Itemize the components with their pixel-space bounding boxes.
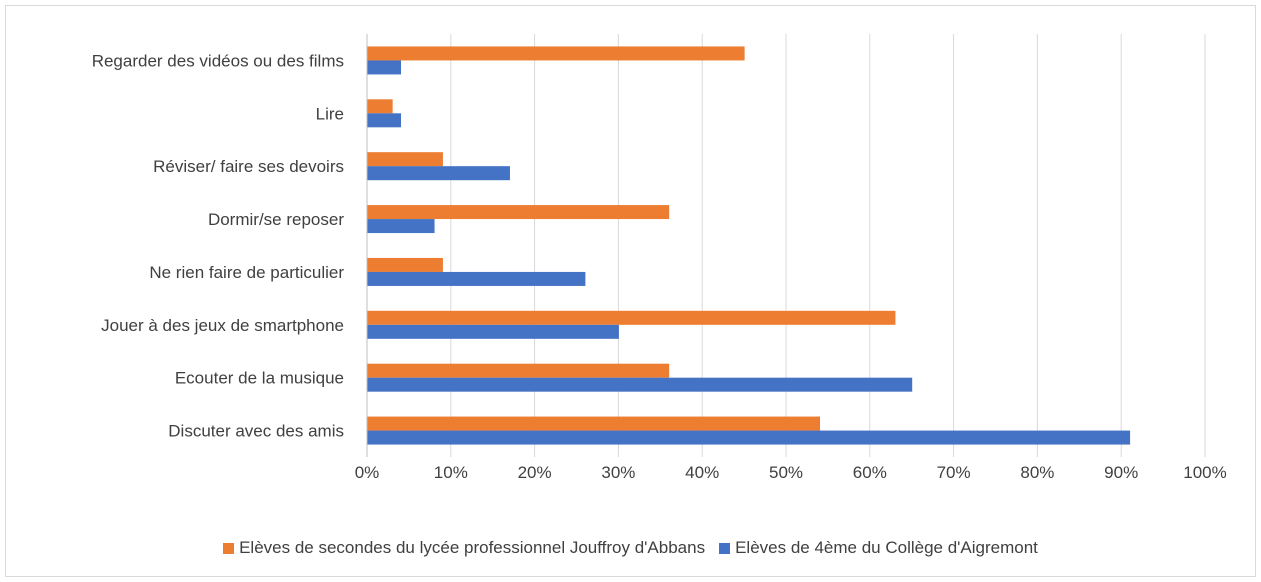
bar-lycee	[367, 363, 670, 378]
legend-swatch	[719, 542, 731, 554]
category-label: Discuter avec des amis	[168, 422, 344, 441]
x-tick-label: 50%	[769, 463, 803, 482]
bar-lycee	[367, 416, 821, 431]
bar-college	[367, 219, 435, 234]
category-label: Réviser/ faire ses devoirs	[153, 157, 344, 176]
x-tick-label: 40%	[685, 463, 719, 482]
bar-college	[367, 430, 1131, 445]
x-tick-labels: 0% 10% 20% 30% 40% 50% 60% 70% 80% 90% 100%	[355, 463, 1227, 482]
bar-college	[367, 377, 913, 392]
x-tick-label: 10%	[434, 463, 468, 482]
x-tick-label: 80%	[1020, 463, 1054, 482]
category-label: Ne rien faire de particulier	[149, 263, 344, 282]
x-tick-label: 30%	[601, 463, 635, 482]
bar-lycee	[367, 257, 443, 272]
x-tick-label: 0%	[355, 463, 380, 482]
legend-label: Elèves de secondes du lycée professionne…	[239, 538, 706, 557]
category-label: Ecouter de la musique	[175, 369, 344, 388]
bar-college	[367, 324, 619, 339]
bar-lycee	[367, 310, 896, 325]
bar-college	[367, 113, 402, 128]
bar-lycee	[367, 99, 393, 114]
category-label: Jouer à des jeux de smartphone	[101, 316, 344, 335]
bar-college	[367, 60, 402, 75]
legend-item: Elèves de secondes du lycée professionne…	[223, 538, 705, 558]
legend-item: Elèves de 4ème du Collège d'Aigremont	[719, 538, 1038, 558]
chart-frame	[5, 5, 1256, 577]
x-tick-label: 70%	[937, 463, 971, 482]
gridlines	[366, 34, 1206, 457]
legend: Elèves de secondes du lycée professionne…	[0, 538, 1261, 558]
legend-swatch	[223, 542, 235, 554]
category-label: Lire	[316, 104, 344, 123]
bar-lycee	[367, 205, 670, 220]
bar-college	[367, 271, 586, 286]
category-label: Dormir/se reposer	[208, 210, 344, 229]
bar-lycee	[367, 46, 745, 61]
x-tick-label: 60%	[853, 463, 887, 482]
category-labels: Regarder des vidéos ou des films Lire Révi…	[92, 51, 345, 440]
x-tick-label: 90%	[1104, 463, 1138, 482]
bar-lycee	[367, 152, 443, 167]
bar-college	[367, 166, 510, 181]
x-tick-label: 20%	[518, 463, 552, 482]
legend-label: Elèves de 4ème du Collège d'Aigremont	[735, 538, 1038, 557]
bars	[367, 46, 1131, 445]
category-label: Regarder des vidéos ou des films	[92, 51, 344, 70]
x-tick-label: 100%	[1183, 463, 1226, 482]
